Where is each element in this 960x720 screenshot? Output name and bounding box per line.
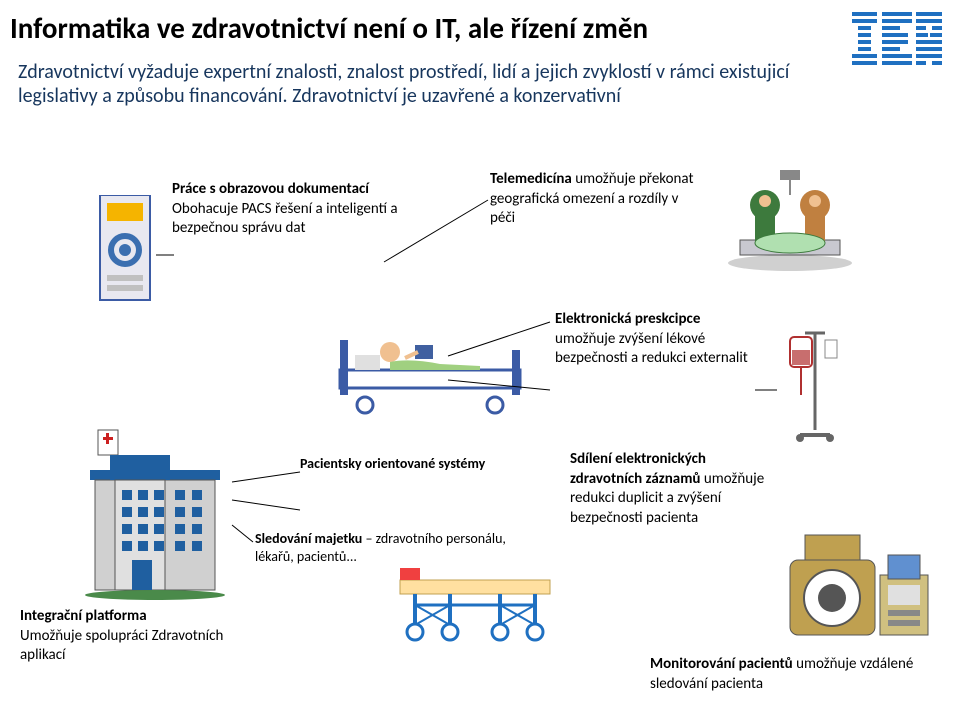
text-integration: Integrační platforma Umožňuje spolupráci…	[20, 607, 230, 666]
text-integration-rest: Umožňuje spolupráci Zdravotních aplikací	[20, 627, 223, 665]
text-monitor-bold: Monitorování pacientů	[650, 655, 793, 673]
server-icon	[95, 195, 155, 310]
text-asset-bold: Sledování majetku	[255, 530, 362, 547]
text-patsys-bold: Pacientsky orientované systémy	[300, 455, 485, 472]
text-rx-bold: Elektronická preskcipce	[555, 310, 700, 328]
text-records-bold: Sdílení elektronických zdravotních zázna…	[570, 450, 706, 488]
text-integration-bold: Integrační platforma	[20, 607, 147, 625]
text-monitoring: Monitorování pacientů umožňuje vzdálené …	[650, 655, 950, 694]
text-eprescription: Elektronická preskcipce umožňuje zvýšení…	[555, 310, 750, 369]
hospital-icon	[80, 425, 230, 605]
text-patient-systems: Pacientsky orientované systémy	[300, 455, 500, 473]
text-telemedicine: Telemedicína umožňuje překonat geografic…	[490, 170, 700, 229]
ibm-logo	[852, 12, 942, 77]
patient-bed-icon	[330, 310, 530, 425]
iv-drip-icon	[775, 325, 855, 450]
text-records: Sdílení elektronických zdravotních zázna…	[570, 450, 770, 528]
text-rx-rest: umožňuje zvýšení lékové bezpečnosti a re…	[555, 330, 748, 368]
surgery-icon	[720, 165, 860, 280]
ct-scanner-icon	[780, 530, 935, 655]
page-subtitle: Zdravotnictví vyžaduje expertní znalosti…	[18, 60, 848, 108]
text-tele-bold: Telemedicína	[490, 170, 572, 188]
text-pacs-rest: Obohacuje PACS řešení a inteligentí a be…	[172, 200, 398, 238]
gurney-icon	[390, 560, 560, 650]
text-pacs-bold: Práce s obrazovou dokumentací	[172, 180, 369, 198]
text-pacs: Práce s obrazovou dokumentací Obohacuje …	[172, 180, 412, 239]
page-title: Informatika ve zdravotnictví není o IT, …	[10, 10, 648, 46]
